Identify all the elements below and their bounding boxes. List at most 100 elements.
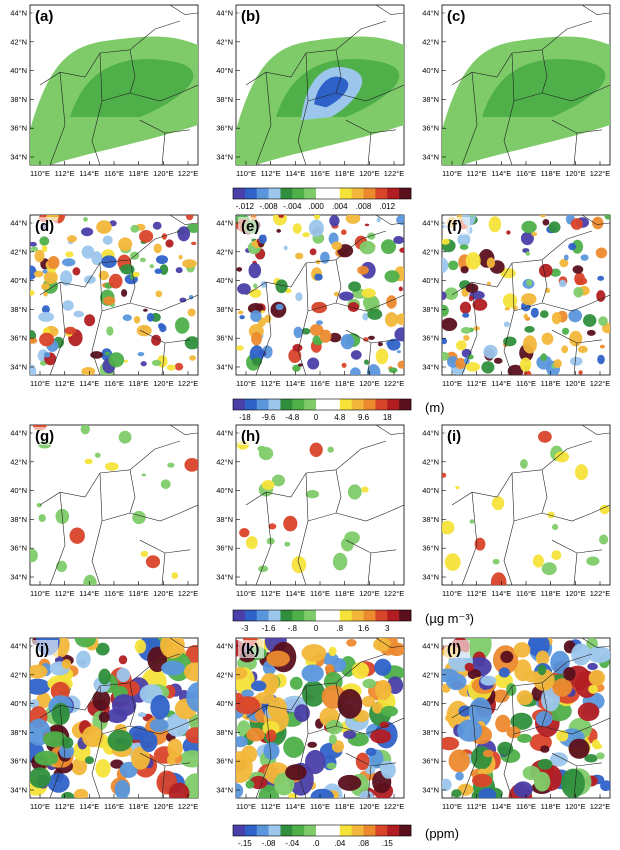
lat-tick-label: 34°N (10, 573, 27, 582)
colorbar-swatch (233, 399, 246, 410)
field-blob (293, 326, 303, 338)
field-blob (365, 747, 377, 757)
field-blob (538, 430, 552, 443)
map-panel: 34°N 36°N 38°N 40°N 42°N 44°N 110°E 112°E 114°E 1… (216, 4, 405, 178)
field-blob (81, 227, 94, 237)
field-blob (550, 268, 561, 277)
field-blob (236, 783, 244, 798)
field-blob (81, 367, 96, 375)
colorbar-unit: (m) (425, 400, 445, 415)
field-blob (186, 682, 198, 712)
map-panel: 34°N 36°N 38°N 40°N 42°N 44°N 110°E 112°E 114°E 1… (422, 637, 611, 811)
field-blob (151, 359, 162, 366)
lat-tick-label: 42°N (10, 457, 27, 466)
field-blob (123, 359, 128, 363)
field-blob (331, 241, 343, 251)
lon-tick-label: 112°E (55, 379, 75, 388)
field-blob (340, 334, 355, 350)
field-blob (258, 784, 280, 798)
lat-tick-label: 34°N (10, 786, 27, 795)
field-blob (337, 774, 362, 791)
colorbar-tick-label: .15 (382, 839, 394, 848)
field-blob (92, 689, 111, 711)
field-blob (283, 245, 288, 251)
lon-tick-label: 120°E (565, 802, 586, 811)
field-blob (73, 310, 84, 318)
field-blob (465, 362, 480, 372)
field-layer (442, 430, 610, 585)
boundary-lines (39, 425, 198, 585)
lon-tick-label: 116°E (104, 169, 124, 178)
panel-label-bg (32, 7, 58, 25)
panel-label: (l) (447, 641, 461, 658)
lat-tick-label: 36°N (10, 334, 27, 343)
field-blob (30, 548, 38, 563)
lat-tick-label: 34°N (216, 786, 233, 795)
colorbar-swatch (268, 610, 281, 621)
field-blob (455, 771, 464, 781)
lat-tick-label: 36°N (422, 544, 439, 553)
lat-tick-label: 42°N (10, 37, 27, 46)
field-blob (133, 316, 141, 324)
field-blob (598, 316, 608, 326)
lon-tick-label: 112°E (261, 379, 281, 388)
field-blob (305, 749, 326, 775)
field-blob (41, 283, 50, 290)
lon-tick-label: 112°E (55, 589, 75, 598)
lat-tick-label: 42°N (10, 247, 27, 256)
boundary-lines (245, 638, 404, 798)
lon-tick-label: 116°E (516, 169, 536, 178)
map-panel: 34°N 36°N 38°N 40°N 42°N 44°N 110°E 112°E 114°E 1… (10, 637, 199, 811)
colorbar-swatch (256, 399, 269, 410)
colorbar-swatch (387, 399, 400, 410)
colorbar-swatch (399, 610, 412, 621)
colorbar-swatch (339, 188, 352, 199)
field-blob (596, 290, 606, 302)
panel-label-bg (238, 640, 264, 658)
field-blob (84, 314, 96, 327)
field-blob (396, 215, 404, 225)
field-blob (83, 574, 97, 585)
field-blob (139, 257, 146, 263)
lat-tick-label: 36°N (10, 544, 27, 553)
lon-tick-label: 114°E (491, 802, 511, 811)
field-blob (177, 226, 191, 242)
lon-tick-label: 120°E (565, 379, 586, 388)
panel-label: (f) (447, 218, 462, 235)
lat-tick-label: 36°N (216, 544, 233, 553)
colorbar-tick-label: 0 (314, 624, 319, 633)
field-blob (541, 562, 557, 576)
lon-tick-label: 120°E (153, 379, 174, 388)
field-blob (587, 646, 610, 663)
field-blob (368, 335, 375, 340)
panel-label: (g) (35, 428, 54, 445)
lon-tick-label: 120°E (359, 379, 380, 388)
field-blob (319, 329, 332, 343)
field-blob (442, 472, 447, 478)
lon-tick-label: 118°E (129, 589, 149, 598)
colorbar-swatch (268, 825, 281, 836)
field-blob (262, 721, 280, 736)
colorbar-swatch (256, 610, 269, 621)
field-blob (237, 310, 244, 315)
field-blob (111, 694, 137, 717)
field-blob (331, 658, 347, 672)
lon-tick-label: 122°E (590, 379, 611, 388)
colorbar-swatch (304, 825, 317, 836)
field-blob (118, 430, 132, 444)
lat-tick-label: 38°N (216, 305, 233, 314)
field-blob (30, 241, 37, 247)
field-blob (495, 714, 511, 733)
field-blob (399, 247, 404, 253)
lat-tick-label: 40°N (422, 66, 439, 75)
field-blob (43, 352, 51, 358)
field-blob (513, 781, 533, 798)
field-blob (137, 712, 147, 718)
panel-label: (h) (241, 428, 260, 445)
field-blob (506, 230, 511, 235)
colorbar-tick-label: -9.6 (262, 413, 276, 422)
field-blob (252, 357, 262, 366)
field-blob (275, 279, 288, 294)
field-blob (465, 283, 479, 294)
